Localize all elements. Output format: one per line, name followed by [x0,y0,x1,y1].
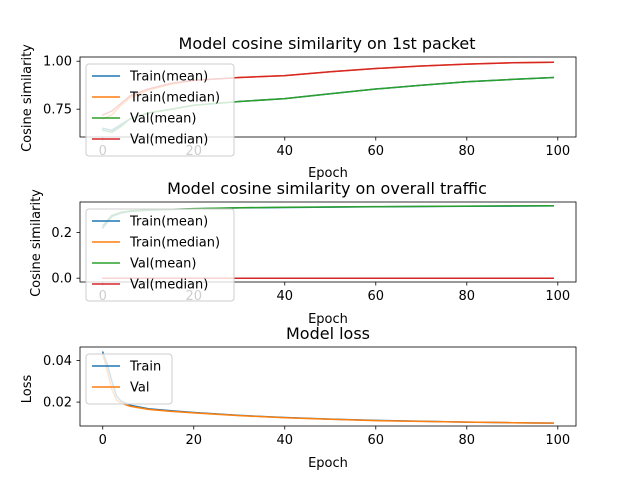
x-axis-label: Epoch [308,166,348,181]
x-tick-label: 20 [185,433,202,448]
x-tick-label: 80 [459,289,476,304]
x-tick-label: 0 [99,433,107,448]
x-tick-label: 100 [545,144,570,159]
x-tick-label: 60 [368,433,385,448]
legend: Train Val [85,353,173,405]
x-tick-label: 80 [459,433,476,448]
x-tick-label: 40 [276,144,293,159]
legend-label-0: Train(mean) [129,70,208,85]
legend-label-1: Train(median) [129,91,220,106]
x-axis-label: Epoch [308,312,348,327]
chart-title: Model loss [286,324,370,343]
legend-label-3: Val(median) [130,278,208,293]
y-tick-label: 0.75 [43,103,72,118]
y-axis-label: Cosine similarity [20,44,35,152]
legend-label-3: Val(median) [130,133,208,148]
legend-label-0: Train(mean) [129,215,208,230]
x-tick-label: 60 [368,144,385,159]
y-tick-label: 0.04 [43,354,72,369]
legend-box [85,63,235,157]
legend-box [85,208,235,302]
y-axis-label: Loss [20,375,35,404]
legend-label-2: Val(mean) [130,112,196,127]
legend: Train(mean) Train(median) Val(mean) Val(med… [85,63,235,157]
axes-frame [79,346,577,427]
axes-frame [79,201,577,283]
panel-loss: Model loss Epoch Loss 0 20 40 60 80 100 0.02 0.… [20,324,577,471]
y-tick-label: 0.2 [51,226,72,241]
y-tick-label: 1.00 [43,55,72,70]
x-tick-label: 40 [276,433,293,448]
axes-frame [79,56,577,138]
chart-title: Model cosine similarity on 1st packet [179,34,476,53]
x-tick-label: 40 [276,289,293,304]
legend-label-1: Train(median) [129,236,220,251]
y-axis-label: Cosine similarity [29,189,44,297]
legend-label-0: Train [129,360,161,375]
legend: Train(mean) Train(median) Val(mean) Val(med… [85,208,235,302]
legend-label-1: Val [130,381,149,396]
panel-1st-packet: Model cosine similarity on 1st packet Ep… [20,34,577,181]
x-tick-label: 80 [459,144,476,159]
legend-label-2: Val(mean) [130,257,196,272]
x-tick-label: 100 [545,433,570,448]
y-tick-label: 0.0 [51,272,72,287]
x-axis-label: Epoch [308,456,348,471]
x-tick-label: 100 [545,289,570,304]
panel-overall-traffic: Model cosine similarity on overall traff… [29,179,577,327]
x-tick-label: 60 [368,289,385,304]
chart-title: Model cosine similarity on overall traff… [167,179,487,198]
y-tick-label: 0.02 [43,396,72,411]
